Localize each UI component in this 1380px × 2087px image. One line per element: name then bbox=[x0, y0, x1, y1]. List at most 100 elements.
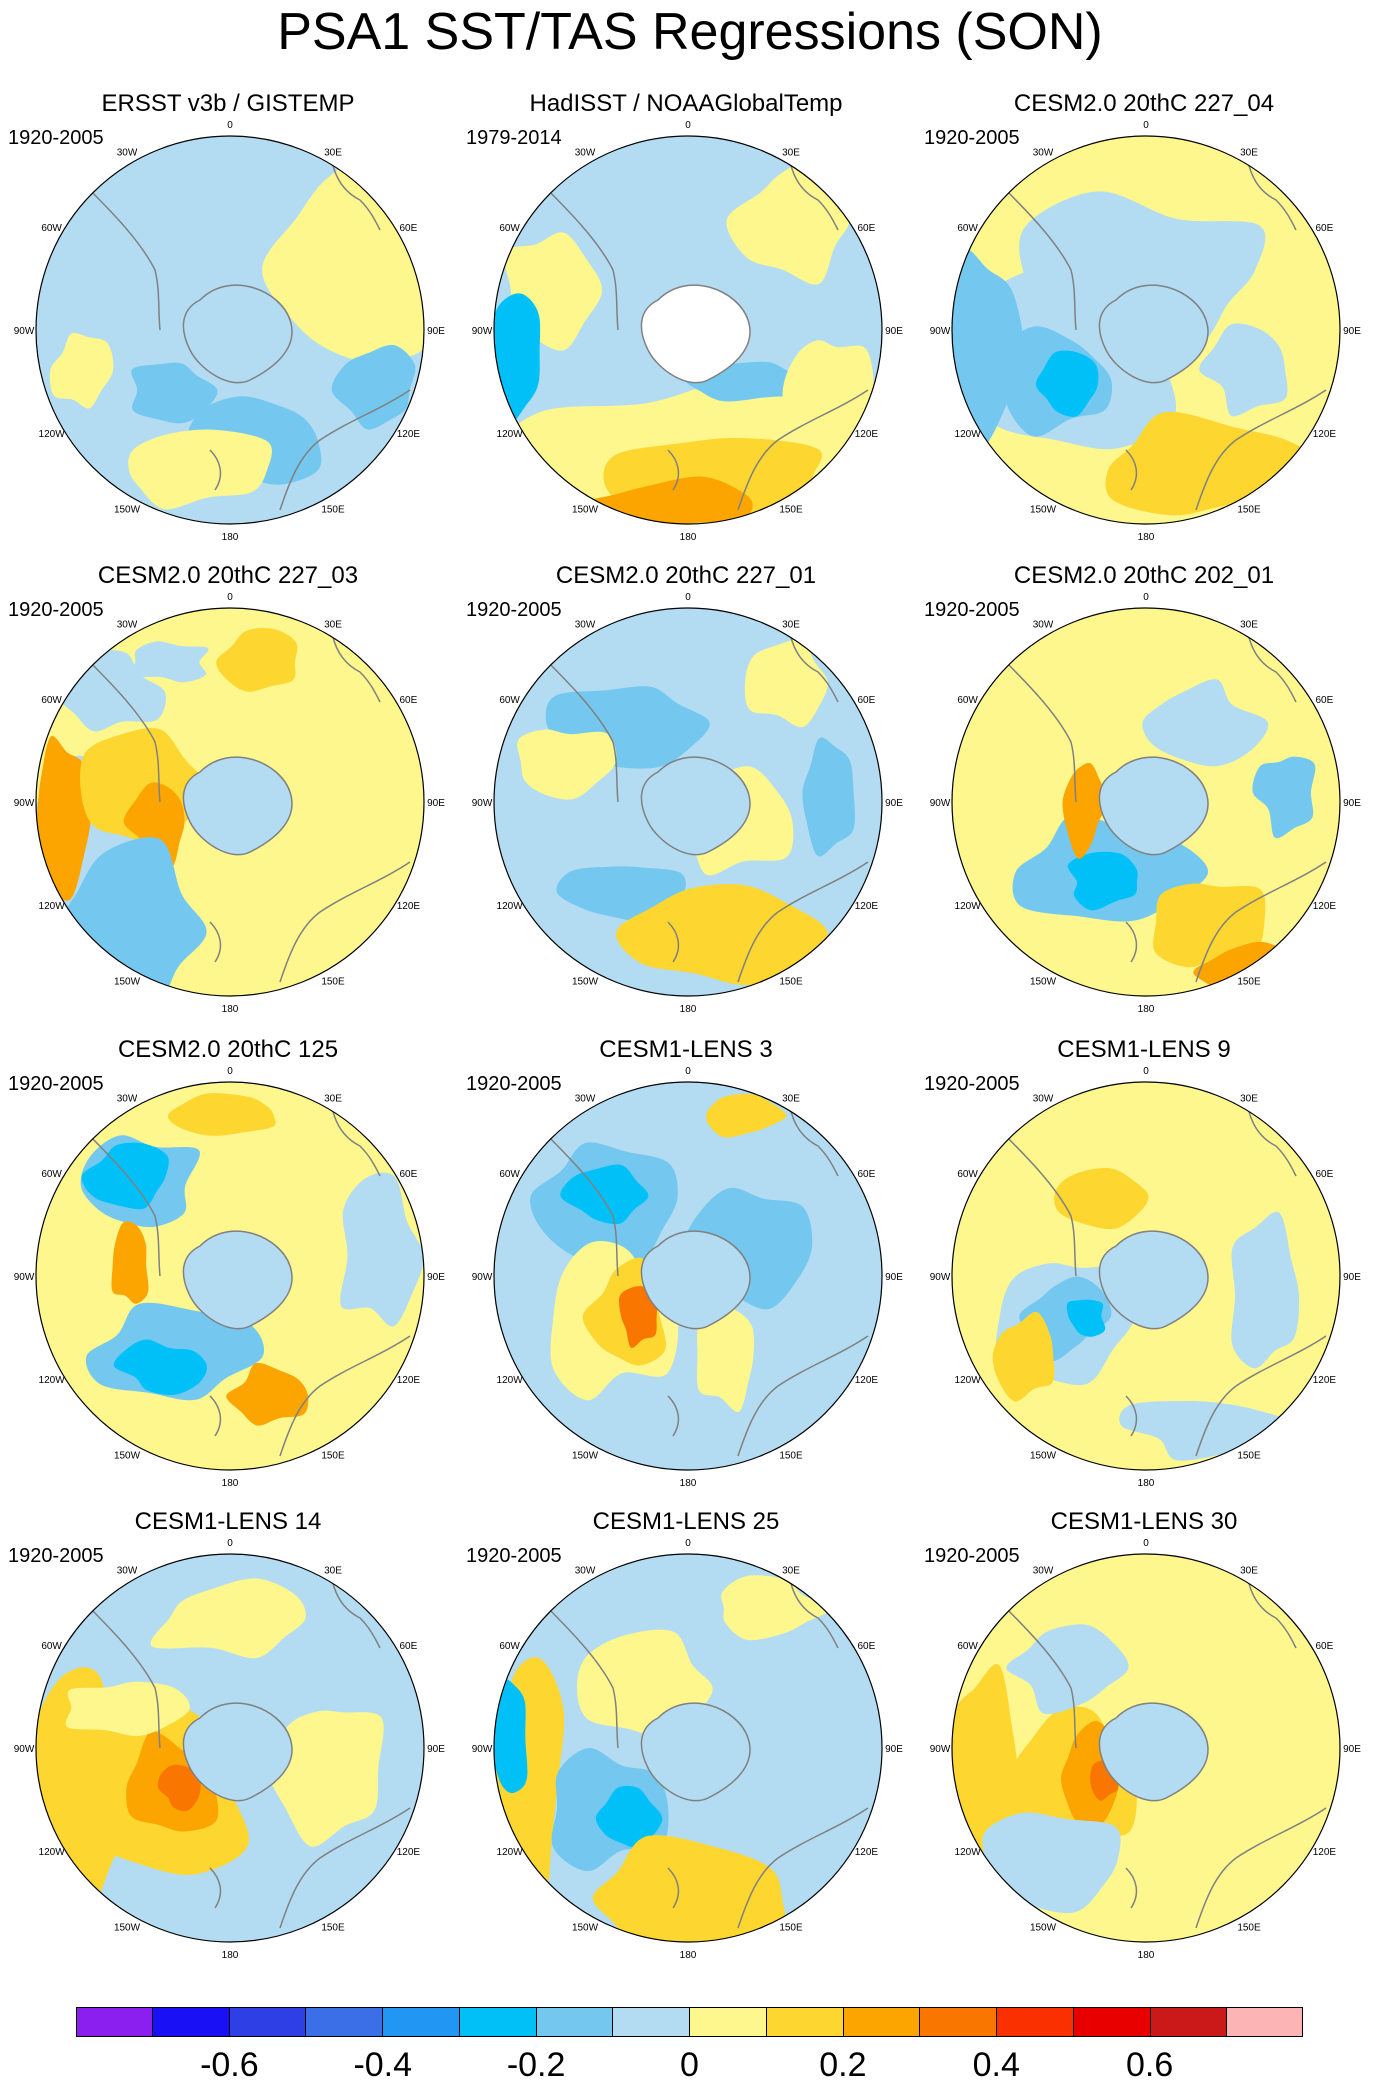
longitude-label: 60E bbox=[858, 695, 876, 706]
regression-contour bbox=[560, 1164, 649, 1225]
antarctica-landmass bbox=[640, 284, 751, 384]
regression-contour bbox=[81, 1142, 169, 1210]
longitude-label: 180 bbox=[1138, 532, 1155, 543]
regression-contour bbox=[1199, 323, 1288, 417]
coastline bbox=[79, 1125, 161, 1277]
longitude-label: 30W bbox=[117, 1094, 138, 1105]
longitude-label: 60E bbox=[1316, 1641, 1334, 1652]
coastline bbox=[1195, 1335, 1327, 1457]
longitude-label: 120W bbox=[497, 1375, 524, 1386]
antarctica-landmass bbox=[182, 1230, 293, 1330]
coastline bbox=[279, 1807, 411, 1929]
panel-period: 1920-2005 bbox=[924, 599, 1020, 621]
map-outline bbox=[493, 1081, 883, 1471]
longitude-label: 30W bbox=[1033, 148, 1054, 159]
coastline bbox=[737, 389, 869, 511]
antarctica-landmass bbox=[182, 284, 293, 384]
antarctica-landmass bbox=[1098, 756, 1209, 856]
antarctica-landmass bbox=[640, 1702, 751, 1802]
longitude-label: 120W bbox=[955, 1375, 982, 1386]
regression-contour bbox=[1237, 1711, 1334, 1882]
map-outline bbox=[493, 135, 883, 525]
map-outline bbox=[951, 607, 1341, 997]
coastline bbox=[667, 1867, 680, 1909]
polar-map: 0 30E 60E 90E 120E 150E 180 150W 120W 90W 60W 30W bbox=[930, 1066, 1362, 1489]
polar-map: 0 30E 60E 90E 120E 150E 180 150W 120W 90W 60W 30W bbox=[472, 592, 904, 1015]
map-panel: 0 30E 60E 90E 120E 150E 180 150W 120W 90W 60W 30W CE… bbox=[916, 1036, 1372, 1506]
panel-title: HadISST / NOAAGlobalTemp bbox=[529, 90, 843, 117]
regression-contour bbox=[998, 694, 1092, 795]
coastline bbox=[79, 179, 161, 331]
longitude-label: 90W bbox=[14, 1744, 35, 1755]
polar-map: 0 30E 60E 90E 120E 150E 180 150W 120W 90W 60W 30W bbox=[14, 120, 446, 543]
longitude-label: 60E bbox=[1316, 1169, 1334, 1180]
longitude-label: 30W bbox=[117, 1566, 138, 1577]
longitude-label: 60W bbox=[41, 1169, 62, 1180]
regression-contour bbox=[49, 332, 114, 409]
longitude-label: 60W bbox=[499, 1641, 520, 1652]
coastline bbox=[209, 921, 222, 963]
longitude-label: 60E bbox=[858, 223, 876, 234]
longitude-label: 150E bbox=[321, 976, 345, 987]
coastline bbox=[667, 921, 680, 963]
panel-title: ERSST v3b / GISTEMP bbox=[101, 90, 355, 117]
regression-contour bbox=[1067, 851, 1138, 911]
regression-contour bbox=[331, 344, 416, 430]
longitude-label: 30W bbox=[575, 1094, 596, 1105]
longitude-label: 0 bbox=[1143, 1066, 1149, 1077]
longitude-label: 120E bbox=[855, 901, 879, 912]
coastline bbox=[1125, 1395, 1138, 1437]
map-outline bbox=[35, 1553, 425, 1943]
coastline bbox=[737, 1807, 869, 1929]
coastline bbox=[667, 449, 680, 491]
longitude-label: 90E bbox=[427, 798, 445, 809]
regression-contour bbox=[129, 641, 209, 683]
longitude-label: 60W bbox=[499, 1169, 520, 1180]
regression-contour bbox=[36, 735, 92, 901]
panel-title: CESM1-LENS 3 bbox=[599, 1036, 773, 1063]
longitude-label: 150W bbox=[114, 1922, 141, 1933]
longitude-label: 30W bbox=[1033, 1094, 1054, 1105]
longitude-label: 30E bbox=[782, 1094, 800, 1105]
panel-period: 1920-2005 bbox=[466, 1545, 562, 1567]
panel-title: CESM2.0 20thC 202_01 bbox=[1013, 562, 1275, 589]
longitude-label: 30E bbox=[324, 148, 342, 159]
coastline bbox=[1195, 861, 1327, 983]
longitude-label: 60E bbox=[858, 1169, 876, 1180]
map-outline bbox=[951, 1081, 1341, 1471]
longitude-label: 120E bbox=[397, 1375, 421, 1386]
longitude-label: 90E bbox=[1343, 798, 1361, 809]
longitude-label: 90E bbox=[427, 1744, 445, 1755]
longitude-label: 90W bbox=[930, 326, 951, 337]
longitude-label: 90W bbox=[472, 1272, 493, 1283]
polar-map: 0 30E 60E 90E 120E 150E 180 150W 120W 90W 60W 30W bbox=[930, 592, 1362, 1015]
regression-contour bbox=[131, 362, 218, 424]
map-outline bbox=[951, 1553, 1341, 1943]
panel-title: CESM1-LENS 14 bbox=[134, 1508, 322, 1535]
colorbar-tick-label: -0.6 bbox=[200, 2046, 259, 2084]
longitude-label: 60W bbox=[957, 1641, 978, 1652]
longitude-label: 150E bbox=[1237, 976, 1261, 987]
coastline bbox=[1125, 921, 1138, 963]
regression-contour bbox=[340, 1172, 424, 1327]
regression-contour bbox=[128, 429, 272, 510]
polar-map: 0 30E 60E 90E 120E 150E 180 150W 120W 90W 60W 30W bbox=[472, 1538, 904, 1961]
regression-contour bbox=[167, 1093, 276, 1136]
longitude-label: 30W bbox=[1033, 1566, 1054, 1577]
longitude-label: 120E bbox=[397, 901, 421, 912]
longitude-label: 120W bbox=[39, 901, 66, 912]
regression-contour bbox=[517, 729, 617, 800]
colorbar-tick-label: 0 bbox=[680, 2046, 699, 2084]
colorbar-swatch bbox=[690, 2007, 767, 2037]
longitude-label: 180 bbox=[222, 1004, 239, 1015]
map-panel: 0 30E 60E 90E 120E 150E 180 150W 120W 90W 60W 30W Ha… bbox=[458, 90, 914, 560]
colorbar-tick-label: 0.6 bbox=[1125, 2046, 1174, 2084]
panel-period: 1920-2005 bbox=[466, 1073, 562, 1095]
coastline bbox=[79, 651, 161, 803]
longitude-label: 150E bbox=[1237, 1922, 1261, 1933]
regression-contour bbox=[267, 1710, 384, 1847]
regression-contour bbox=[618, 1286, 659, 1348]
longitude-label: 30E bbox=[324, 1566, 342, 1577]
longitude-label: 150E bbox=[1237, 1450, 1261, 1461]
longitude-label: 120W bbox=[39, 1375, 66, 1386]
